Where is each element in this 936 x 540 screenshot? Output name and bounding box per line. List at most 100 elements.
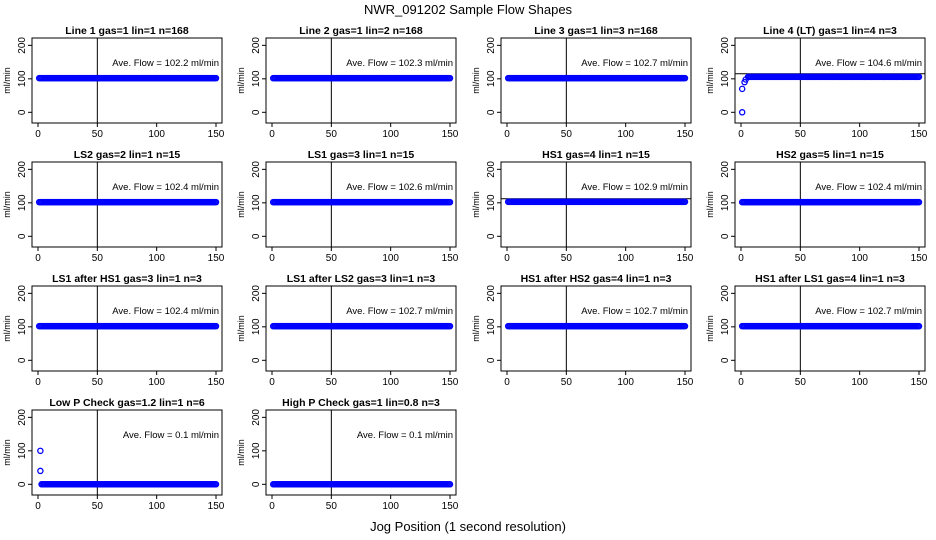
plot-box	[31, 285, 223, 372]
x-tick-label: 0	[504, 129, 510, 140]
y-tick-label: 0	[251, 357, 262, 363]
y-tick-label: 100	[720, 70, 731, 87]
y-tick-label: 0	[251, 109, 262, 115]
x-tick-label: 0	[269, 501, 275, 512]
figure-title: NWR_091202 Sample Flow Shapes	[364, 2, 573, 17]
average-flow-annotation: Ave. Flow = 102.7 ml/min	[346, 306, 453, 317]
y-axis-label: ml/min	[705, 67, 715, 94]
x-tick-label: 150	[442, 129, 459, 140]
x-tick-label: 50	[92, 501, 104, 512]
y-tick-label: 100	[17, 194, 28, 211]
panel-title: Line 1 gas=1 lin=1 n=168	[65, 25, 189, 37]
panel-title: Line 4 (LT) gas=1 lin=4 n=3	[763, 25, 897, 37]
y-tick-label: 100	[251, 318, 262, 335]
average-flow-annotation: Ave. Flow = 102.4 ml/min	[112, 182, 219, 193]
x-tick-label: 0	[35, 253, 41, 264]
x-tick-label: 150	[442, 377, 459, 388]
y-tick-label: 0	[720, 109, 731, 115]
y-tick-label: 0	[720, 233, 731, 239]
x-tick-label: 150	[208, 377, 225, 388]
chart-panel-10: LS1 after LS2 gas=3 lin=1 n=3 0 50 100 150 0 1…	[236, 273, 459, 388]
x-tick-label: 150	[677, 253, 694, 264]
chart-panel-7: HS1 gas=4 lin=1 n=15 0 50 100 150 0 100 200 ml/m…	[471, 149, 694, 264]
y-axis-label: ml/min	[2, 67, 12, 94]
plot-box	[500, 37, 692, 124]
y-tick-label: 100	[486, 194, 497, 211]
panel-title: Low P Check gas=1.2 lin=1 n=6	[49, 397, 204, 409]
x-tick-label: 0	[504, 253, 510, 264]
average-flow-annotation: Ave. Flow = 102.7 ml/min	[581, 306, 688, 317]
plot-box	[31, 161, 223, 248]
x-tick-label: 150	[208, 501, 225, 512]
data-point	[212, 74, 220, 82]
data-point-outlier	[738, 109, 746, 116]
panel-title: Line 3 gas=1 lin=3 n=168	[534, 25, 658, 37]
y-axis-label: ml/min	[471, 191, 481, 218]
plot-box	[31, 37, 223, 124]
y-axis-label: ml/min	[2, 191, 12, 218]
plot-box	[500, 285, 692, 372]
panel-title: HS1 after HS2 gas=4 lin=1 n=3	[521, 273, 672, 285]
y-tick-label: 0	[17, 357, 28, 363]
panel-title: LS1 gas=3 lin=1 n=15	[308, 149, 415, 161]
y-axis-label: ml/min	[471, 315, 481, 342]
panel-title: HS1 after LS1 gas=4 lin=1 n=3	[755, 273, 905, 285]
x-tick-label: 100	[148, 377, 165, 388]
average-flow-annotation: Ave. Flow = 0.1 ml/min	[357, 430, 453, 441]
data-point-outlier	[37, 447, 44, 455]
x-tick-label: 100	[382, 377, 399, 388]
x-tick-label: 0	[738, 253, 744, 264]
y-axis-label: ml/min	[705, 191, 715, 218]
y-axis-label: ml/min	[236, 315, 246, 342]
average-flow-annotation: Ave. Flow = 102.2 ml/min	[112, 58, 219, 69]
x-tick-label: 150	[911, 377, 928, 388]
y-tick-label: 0	[17, 109, 28, 115]
x-tick-label: 0	[35, 377, 41, 388]
data-point	[446, 198, 454, 206]
x-tick-label: 0	[35, 501, 41, 512]
y-tick-label: 200	[17, 285, 28, 302]
x-tick-label: 100	[617, 253, 634, 264]
panel-title: High P Check gas=1 lin=0.8 n=3	[282, 397, 440, 409]
chart-panel-12: HS1 after LS1 gas=4 lin=1 n=3 0 50 100 150 0 1…	[705, 273, 928, 388]
average-flow-annotation: Ave. Flow = 102.7 ml/min	[815, 306, 922, 317]
panel-title: LS1 after LS2 gas=3 lin=1 n=3	[287, 273, 436, 285]
y-tick-label: 200	[720, 161, 731, 178]
y-tick-label: 100	[251, 442, 262, 459]
x-tick-label: 0	[738, 129, 744, 140]
x-tick-label: 100	[617, 129, 634, 140]
y-tick-label: 200	[251, 285, 262, 302]
figure-x-axis-label: Jog Position (1 second resolution)	[370, 519, 566, 534]
average-flow-annotation: Ave. Flow = 0.1 ml/min	[123, 430, 219, 441]
y-tick-label: 200	[251, 409, 262, 426]
y-tick-label: 0	[251, 481, 262, 487]
x-tick-label: 0	[504, 377, 510, 388]
x-tick-label: 50	[326, 377, 338, 388]
y-tick-label: 0	[720, 357, 731, 363]
x-tick-label: 100	[851, 129, 868, 140]
y-tick-label: 200	[720, 285, 731, 302]
y-tick-label: 0	[486, 357, 497, 363]
chart-panel-4: Line 4 (LT) gas=1 lin=4 n=3 0 50 100 150 0 100…	[705, 25, 928, 140]
plot-box	[31, 409, 223, 496]
plot-box	[265, 37, 457, 124]
data-point-outlier	[738, 85, 746, 93]
x-tick-label: 0	[269, 253, 275, 264]
y-tick-label: 100	[251, 70, 262, 87]
x-tick-label: 0	[35, 129, 41, 140]
x-tick-label: 150	[677, 377, 694, 388]
data-point-outlier	[37, 467, 44, 475]
chart-panel-11: HS1 after HS2 gas=4 lin=1 n=3 0 50 100 150 0 1…	[471, 273, 694, 388]
x-tick-label: 100	[851, 377, 868, 388]
y-axis-label: ml/min	[236, 67, 246, 94]
x-tick-label: 50	[326, 501, 338, 512]
y-tick-label: 0	[17, 233, 28, 239]
x-tick-label: 0	[269, 377, 275, 388]
panel-title: LS2 gas=2 lin=1 n=15	[74, 149, 181, 161]
y-tick-label: 0	[17, 481, 28, 487]
y-tick-label: 100	[486, 70, 497, 87]
x-tick-label: 50	[92, 253, 104, 264]
y-tick-label: 100	[720, 194, 731, 211]
y-tick-label: 100	[720, 318, 731, 335]
